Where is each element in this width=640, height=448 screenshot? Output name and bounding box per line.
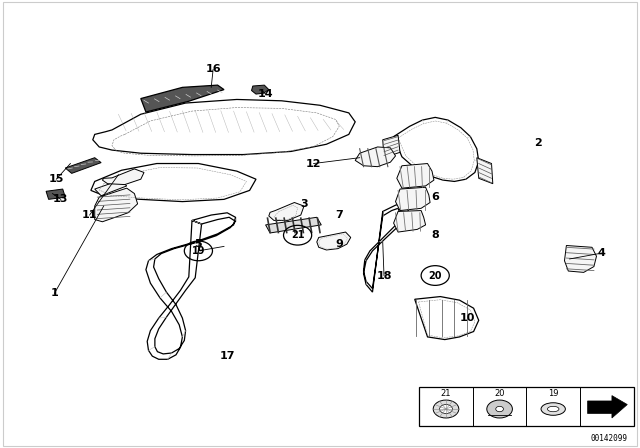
- Text: 13: 13: [53, 194, 68, 204]
- Text: 1: 1: [51, 289, 58, 298]
- Polygon shape: [93, 99, 355, 155]
- Polygon shape: [564, 246, 596, 272]
- Text: 21: 21: [441, 389, 451, 398]
- Text: 11: 11: [82, 210, 97, 220]
- Polygon shape: [266, 217, 321, 233]
- Polygon shape: [397, 164, 434, 188]
- Text: 19: 19: [548, 389, 559, 398]
- Circle shape: [487, 400, 513, 418]
- Text: 3: 3: [300, 199, 308, 209]
- Polygon shape: [91, 164, 256, 202]
- Text: 4: 4: [598, 248, 605, 258]
- Circle shape: [433, 400, 459, 418]
- Text: 2: 2: [534, 138, 541, 148]
- Polygon shape: [364, 202, 408, 292]
- Text: 15: 15: [49, 174, 64, 184]
- Text: 6: 6: [431, 192, 439, 202]
- Polygon shape: [102, 169, 144, 185]
- Text: 7: 7: [335, 210, 343, 220]
- Polygon shape: [95, 188, 138, 222]
- Polygon shape: [415, 297, 479, 340]
- Polygon shape: [269, 202, 304, 220]
- Text: 5: 5: [195, 239, 202, 249]
- Text: 19: 19: [191, 246, 205, 256]
- Circle shape: [440, 405, 452, 414]
- Text: 17: 17: [220, 351, 235, 361]
- Bar: [419, 387, 634, 426]
- Text: 16: 16: [205, 65, 221, 74]
- Text: 20: 20: [428, 271, 442, 280]
- Ellipse shape: [547, 406, 559, 412]
- Text: 12: 12: [306, 159, 321, 168]
- Polygon shape: [396, 187, 430, 211]
- Text: 00142099: 00142099: [590, 434, 627, 443]
- Polygon shape: [394, 117, 479, 181]
- Text: 21: 21: [291, 230, 305, 240]
- Text: 8: 8: [431, 230, 439, 240]
- Polygon shape: [477, 158, 493, 184]
- Polygon shape: [383, 135, 400, 158]
- Ellipse shape: [541, 403, 565, 415]
- Text: 10: 10: [460, 313, 475, 323]
- Text: 9: 9: [335, 239, 343, 249]
- Polygon shape: [65, 158, 101, 173]
- Polygon shape: [46, 189, 65, 199]
- Polygon shape: [146, 213, 236, 359]
- Text: 20: 20: [494, 389, 505, 398]
- Circle shape: [496, 406, 504, 412]
- Polygon shape: [141, 85, 224, 112]
- Text: 14: 14: [258, 89, 273, 99]
- Polygon shape: [252, 85, 269, 94]
- Polygon shape: [95, 180, 127, 196]
- Text: 18: 18: [376, 271, 392, 280]
- Polygon shape: [317, 232, 351, 250]
- Polygon shape: [588, 396, 627, 418]
- Polygon shape: [355, 147, 396, 167]
- Polygon shape: [394, 211, 426, 232]
